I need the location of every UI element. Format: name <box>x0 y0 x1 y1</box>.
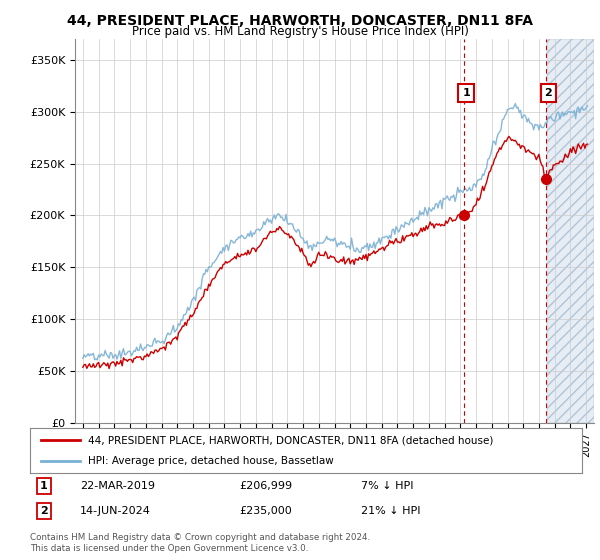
Text: 1: 1 <box>40 481 47 491</box>
Text: 21% ↓ HPI: 21% ↓ HPI <box>361 506 421 516</box>
Text: £235,000: £235,000 <box>240 506 293 516</box>
Text: Price paid vs. HM Land Registry's House Price Index (HPI): Price paid vs. HM Land Registry's House … <box>131 25 469 38</box>
Text: 44, PRESIDENT PLACE, HARWORTH, DONCASTER, DN11 8FA (detached house): 44, PRESIDENT PLACE, HARWORTH, DONCASTER… <box>88 436 493 446</box>
Text: £206,999: £206,999 <box>240 481 293 491</box>
Text: Contains HM Land Registry data © Crown copyright and database right 2024.
This d: Contains HM Land Registry data © Crown c… <box>30 533 370 553</box>
Text: 2: 2 <box>40 506 47 516</box>
Bar <box>547 39 594 423</box>
Bar <box>547 39 594 423</box>
Text: 1: 1 <box>462 88 470 98</box>
Text: 2: 2 <box>545 88 552 98</box>
Text: HPI: Average price, detached house, Bassetlaw: HPI: Average price, detached house, Bass… <box>88 456 334 466</box>
Text: 22-MAR-2019: 22-MAR-2019 <box>80 481 155 491</box>
Text: 14-JUN-2024: 14-JUN-2024 <box>80 506 151 516</box>
Text: 44, PRESIDENT PLACE, HARWORTH, DONCASTER, DN11 8FA: 44, PRESIDENT PLACE, HARWORTH, DONCASTER… <box>67 14 533 28</box>
Text: 7% ↓ HPI: 7% ↓ HPI <box>361 481 414 491</box>
